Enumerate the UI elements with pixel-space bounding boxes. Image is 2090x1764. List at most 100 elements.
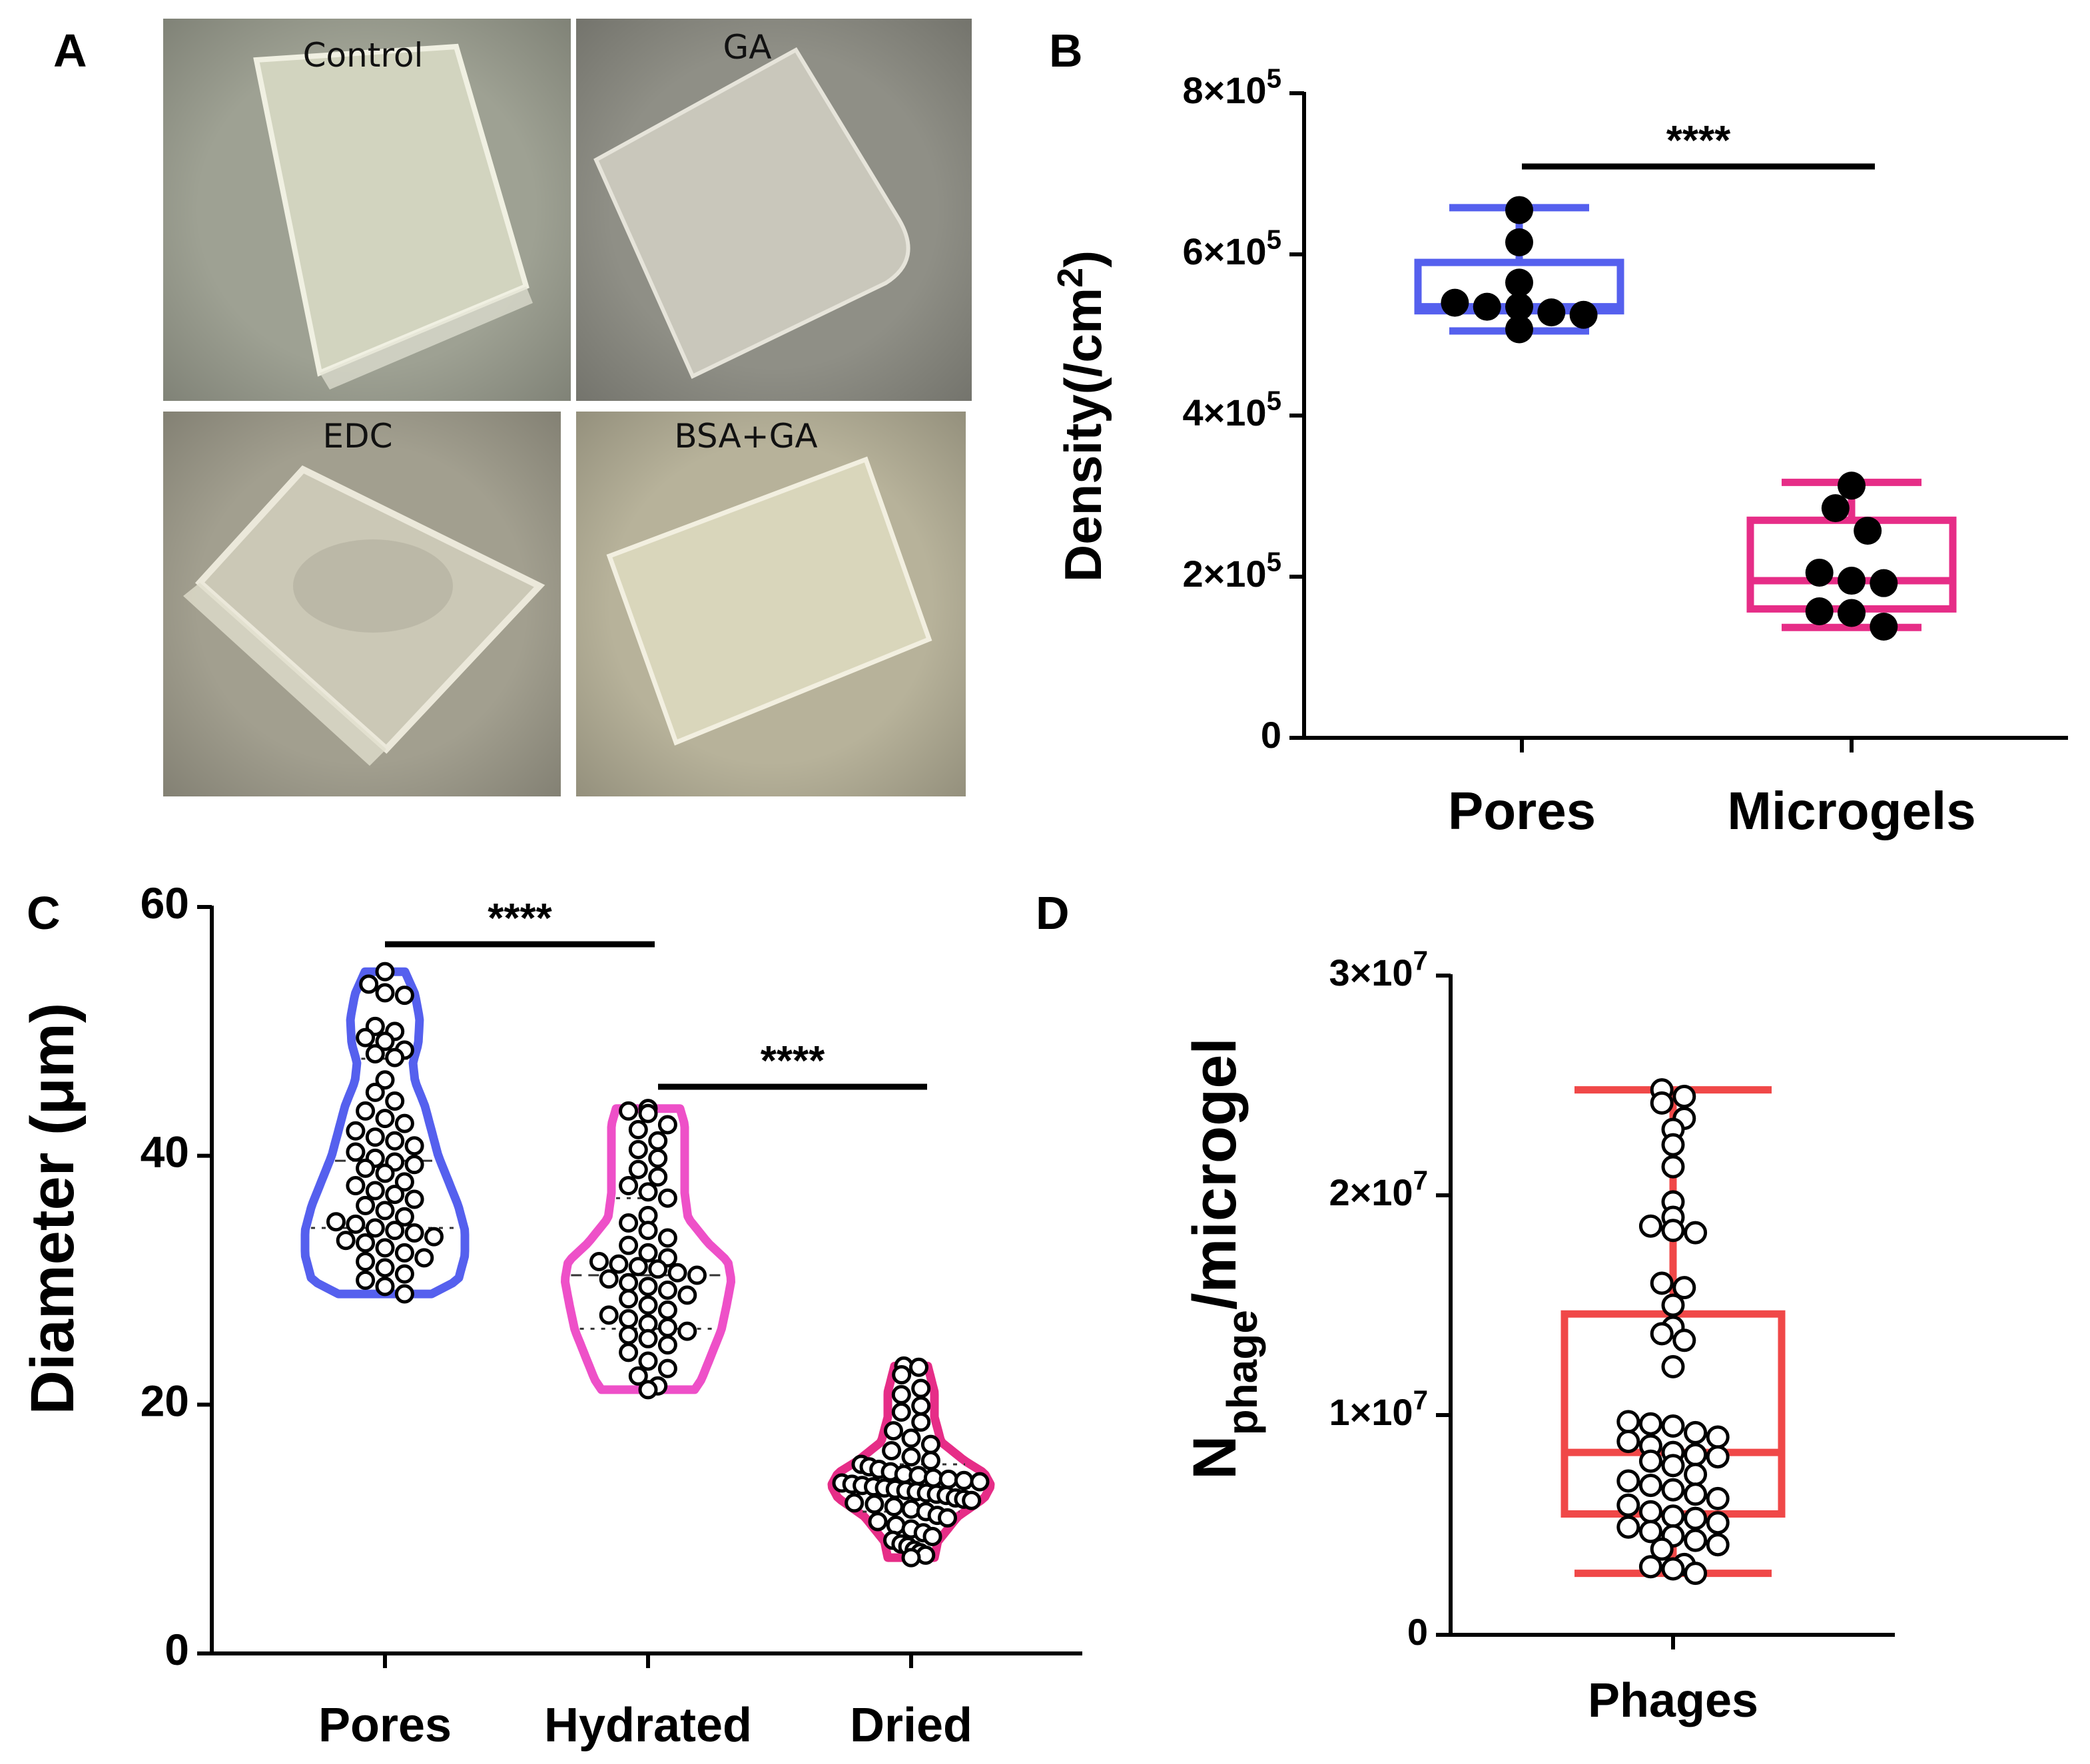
panel-c-violin-1 — [561, 1104, 735, 1394]
panel-c-point-0-46 — [356, 1251, 376, 1271]
panel-d-point-42 — [1616, 1515, 1640, 1539]
panel-c-point-0-31 — [404, 1189, 424, 1209]
x-category-label-dried: Dried — [850, 1699, 972, 1752]
panel-c-point-2-1 — [908, 1357, 928, 1377]
panel-b-point-0-6 — [1537, 298, 1566, 327]
x-category-label-pores: Pores — [1448, 781, 1596, 840]
panel-d-point-51 — [1684, 1562, 1708, 1586]
panel-d: D Nphage/microgel 0 1×107 2×107 3×107 Phages — [1036, 887, 1895, 1727]
photo-control-sample-edge — [320, 286, 533, 390]
panel-c-point-2-37 — [962, 1490, 982, 1510]
panel-b-plot: 0 2×105 4×105 6×105 8×105 Pores Microgels **** — [1182, 63, 2068, 840]
panel-c-point-1-31 — [619, 1289, 639, 1309]
panel-c-point-1-14 — [619, 1213, 639, 1233]
panel-c-point-0-29 — [365, 1181, 385, 1201]
panel-c-point-0-28 — [346, 1176, 366, 1196]
panel-d-point-37 — [1616, 1493, 1640, 1517]
panel-d-ylabel-main: N — [1181, 1436, 1249, 1480]
panel-d-point-47 — [1650, 1537, 1674, 1561]
panel-b-point-1-7 — [1838, 599, 1866, 627]
y-tick-label-4: 8×105 — [1182, 63, 1281, 111]
panel-d-point-18 — [1661, 1354, 1685, 1378]
panel-d-point-32 — [1616, 1469, 1640, 1493]
panel-c-point-1-25 — [687, 1265, 707, 1285]
panel-c-point-2-22 — [954, 1470, 974, 1490]
panel-d-point-50 — [1661, 1557, 1685, 1581]
panel-c-point-0-2 — [375, 983, 395, 1003]
panel-d-y-axis-title: Nphage/microgel — [1181, 1037, 1266, 1480]
significance-label: **** — [488, 896, 552, 942]
panel-d-point-46 — [1706, 1533, 1730, 1557]
panel-c-point-0-26 — [375, 1163, 395, 1183]
panel-c-point-2-6 — [891, 1402, 911, 1422]
panel-c-point-0-40 — [424, 1227, 444, 1247]
panel-d-point-16 — [1650, 1322, 1674, 1346]
panel-c-point-2-13 — [920, 1450, 940, 1470]
panel-c-point-1-1 — [619, 1101, 639, 1121]
y-tick-label-2: 4×105 — [1182, 385, 1281, 434]
panel-c-point-1-45 — [628, 1366, 648, 1386]
panel-c-point-1-15 — [638, 1221, 658, 1241]
panel-b-point-0-1 — [1505, 228, 1533, 256]
panel-d-point-1 — [1672, 1085, 1696, 1108]
panel-d-point-43 — [1638, 1520, 1662, 1544]
panel-c-point-1-5 — [648, 1131, 668, 1151]
panel-c-point-2-23 — [970, 1472, 990, 1492]
panel-b-ylabel-end: ) — [1054, 250, 1112, 268]
panel-b-point-1-3 — [1805, 558, 1834, 587]
x-category-label-pores: Pores — [318, 1699, 452, 1752]
panel-c-point-1-4 — [628, 1119, 648, 1139]
panel-c-point-0-42 — [356, 1233, 376, 1253]
panel-c-point-0-17 — [346, 1121, 366, 1141]
panel-c-point-1-12 — [657, 1188, 677, 1208]
panel-d-point-12 — [1650, 1271, 1674, 1295]
panel-c-point-2-45 — [868, 1512, 888, 1532]
photo-bsa-ga-sample — [606, 456, 932, 746]
y-tick-label-0: 0 — [1407, 1611, 1428, 1653]
panel-a-letter: A — [53, 25, 87, 77]
panel-c-point-0-1 — [359, 974, 379, 994]
panel-c: C Diameter (μm) 0 20 40 60 Pores Hydrated Drie… — [19, 878, 1082, 1752]
significance-label: **** — [1666, 118, 1731, 164]
panel-c-point-0-48 — [394, 1264, 414, 1284]
panel-c-point-0-51 — [394, 1284, 414, 1304]
panel-c-point-1-2 — [638, 1103, 658, 1123]
panel-c-point-1-18 — [638, 1243, 658, 1263]
panel-b-point-1-5 — [1870, 569, 1898, 597]
panel-c-point-0-41 — [336, 1231, 356, 1251]
panel-b-point-0-2 — [1505, 268, 1533, 297]
y-tick-label-1: 2×105 — [1182, 546, 1281, 595]
panel-c-point-0-19 — [385, 1131, 405, 1151]
y-tick-label-3: 3×107 — [1329, 945, 1428, 994]
panel-b-ylabel-sup: 2 — [1050, 268, 1090, 288]
panel-c-point-1-17 — [619, 1235, 639, 1255]
panel-c-point-2-19 — [908, 1466, 928, 1486]
y-tick-label-0: 0 — [165, 1625, 189, 1674]
panel-d-point-49 — [1638, 1555, 1662, 1579]
photo-ga: GA — [576, 19, 972, 401]
panel-c-point-0-35 — [326, 1212, 346, 1232]
panel-c-point-1-28 — [638, 1277, 658, 1297]
panel-c-point-0-6 — [356, 1028, 376, 1047]
panel-b-y-axis-title: Density(/cm2) — [1050, 250, 1112, 582]
panel-d-point-41 — [1706, 1511, 1730, 1535]
panel-c-point-0-38 — [385, 1221, 405, 1241]
y-tick-label-0: 0 — [1261, 714, 1281, 756]
panel-d-plot: 0 1×107 2×107 3×107 Phages — [1329, 945, 1895, 1727]
panel-c-point-1-20 — [589, 1251, 609, 1271]
panel-c-point-1-7 — [648, 1148, 668, 1168]
panel-c-point-2-9 — [901, 1428, 921, 1448]
y-tick-label-1: 1×107 — [1329, 1384, 1428, 1433]
panel-d-point-28 — [1706, 1445, 1730, 1469]
panel-c-point-2-39 — [865, 1494, 884, 1514]
photo-edc: EDC — [163, 412, 561, 796]
photo-bsa-ga: BSA+GA — [576, 412, 966, 796]
panel-c-point-1-26 — [599, 1269, 619, 1289]
panel-c-point-0-45 — [414, 1248, 434, 1268]
panel-c-point-0-20 — [404, 1136, 424, 1156]
panel-c-point-1-40 — [638, 1328, 658, 1348]
panel-c-point-1-32 — [638, 1295, 658, 1315]
panel-c-point-0-32 — [356, 1195, 376, 1215]
panel-d-point-21 — [1661, 1414, 1685, 1438]
